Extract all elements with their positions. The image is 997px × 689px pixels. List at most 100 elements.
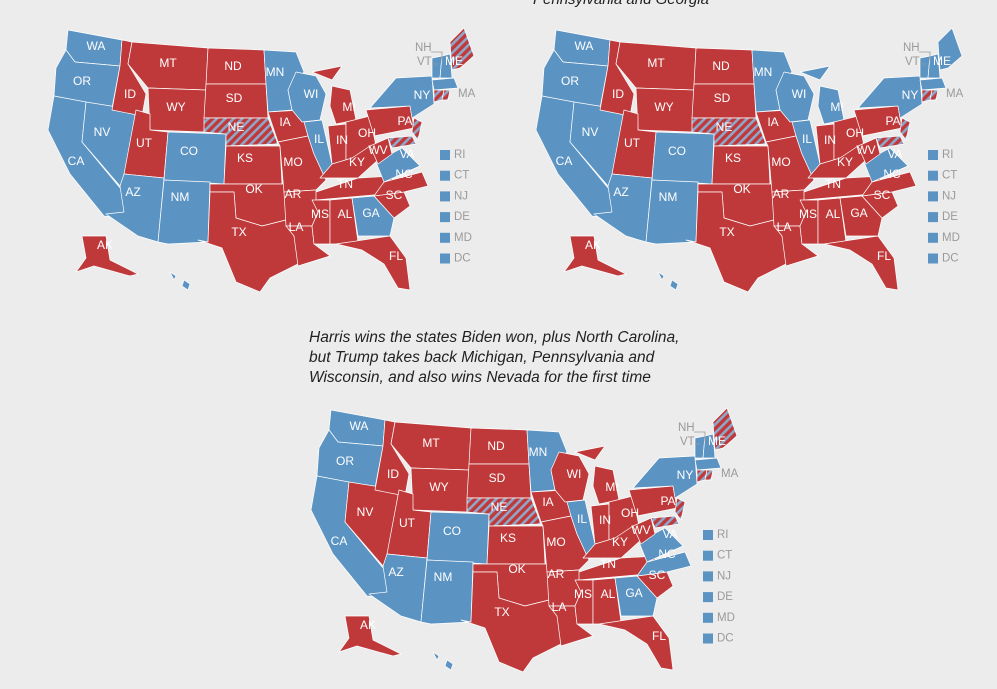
state-label-fl: FL	[652, 629, 666, 643]
state-label-sc: SC	[386, 188, 403, 202]
state-label-ky: KY	[837, 155, 853, 169]
state-label-pa: PA	[885, 114, 900, 128]
state-label-tx: TX	[494, 605, 509, 619]
legend-label-de: DE	[942, 211, 958, 223]
legend-label-md: MD	[454, 232, 472, 244]
state-ma	[694, 457, 722, 471]
state-label-nv: NV	[94, 125, 111, 139]
state-label-ak: AK	[97, 238, 113, 252]
state-label-al: AL	[601, 587, 616, 601]
state-me	[712, 407, 738, 451]
state-label-wy: WY	[166, 100, 185, 114]
state-label-ne: NE	[716, 120, 733, 134]
state-ri	[704, 469, 714, 481]
state-label-in: IN	[599, 513, 611, 527]
state-label-il: IL	[314, 132, 324, 146]
legend-label-de: DE	[454, 211, 470, 223]
caption-line-3: Wisconsin, and also wins Nevada for the …	[309, 369, 651, 386]
state-nc	[636, 551, 692, 577]
state-label-or: OR	[561, 74, 579, 88]
leader-line-nh	[431, 51, 443, 62]
state-label-ms: MS	[799, 207, 817, 221]
state-tx	[685, 191, 791, 293]
state-label-mt: MT	[647, 56, 665, 70]
state-label-mt: MT	[159, 56, 177, 70]
state-label-wy: WY	[429, 480, 448, 494]
state-fl	[823, 235, 899, 291]
state-label-nc: NC	[883, 167, 901, 181]
state-hi	[169, 271, 191, 291]
state-label-ar: AR	[285, 187, 302, 201]
state-tx	[197, 191, 303, 293]
state-me	[937, 27, 963, 71]
legend-swatch-ct	[703, 550, 713, 561]
state-label-mi: MI	[342, 100, 355, 114]
leader-line-nh	[694, 431, 706, 442]
state-label-tn: TN	[825, 177, 841, 191]
state-label-ok: OK	[733, 182, 750, 196]
legend-label-ct: CT	[454, 170, 469, 182]
state-label-ia: IA	[767, 115, 778, 129]
state-label-id: ID	[124, 87, 136, 101]
state-label-me: ME	[708, 434, 726, 448]
state-label-ak: AK	[360, 618, 376, 632]
state-fl	[335, 235, 411, 291]
legend-swatch-md	[703, 612, 713, 623]
state-label-in: IN	[336, 133, 348, 147]
state-label-la: LA	[552, 600, 567, 614]
state-label-wi: WI	[567, 467, 582, 481]
state-label-mo: MO	[283, 155, 302, 169]
legend-label-md: MD	[717, 612, 735, 624]
state-label-va: VA	[399, 147, 414, 161]
state-label-ca: CA	[331, 534, 348, 548]
state-label-ar: AR	[773, 187, 790, 201]
state-fl	[598, 615, 674, 671]
legend-label-ri: RI	[942, 149, 954, 161]
state-label-oh: OH	[621, 506, 639, 520]
state-label-pa: PA	[660, 494, 675, 508]
state-label-az: AZ	[613, 185, 628, 199]
state-label-nm: NM	[434, 570, 453, 584]
state-label-az: AZ	[388, 565, 403, 579]
legend-label-de: DE	[717, 591, 733, 603]
state-label-vt: VT	[417, 56, 432, 68]
state-label-il: IL	[577, 512, 587, 526]
legend-label-md: MD	[942, 232, 960, 244]
state-label-ky: KY	[349, 155, 365, 169]
state-label-me: ME	[445, 54, 463, 68]
state-label-ma: MA	[458, 88, 476, 100]
state-ma	[919, 77, 947, 91]
state-label-vt: VT	[680, 436, 695, 448]
state-label-nc: NC	[658, 547, 676, 561]
state-label-ma: MA	[946, 88, 964, 100]
state-md	[650, 515, 680, 529]
state-me	[449, 27, 475, 71]
caption-line-1: Harris wins the states Biden won, plus N…	[309, 329, 680, 346]
state-label-ga: GA	[362, 206, 379, 220]
state-label-ga: GA	[625, 586, 642, 600]
state-label-la: LA	[289, 220, 304, 234]
state-label-vt: VT	[905, 56, 920, 68]
state-ga	[351, 195, 395, 237]
state-label-ks: KS	[237, 151, 253, 165]
state-label-wi: WI	[792, 87, 807, 101]
state-nj	[674, 497, 686, 521]
state-label-mt: MT	[422, 436, 440, 450]
state-label-fl: FL	[389, 249, 403, 263]
legend-swatch-ri	[440, 150, 450, 160]
state-label-wi: WI	[304, 87, 319, 101]
state-label-ut: UT	[399, 516, 416, 530]
legend-swatch-ct	[928, 170, 938, 181]
legend-label-nj: NJ	[717, 570, 731, 582]
state-label-va: VA	[887, 147, 902, 161]
state-label-nv: NV	[582, 125, 599, 139]
state-ny	[857, 75, 923, 119]
state-label-nc: NC	[395, 167, 413, 181]
state-ny	[369, 75, 435, 119]
top-right-partial-caption: Pennsylvania and Georgia	[533, 0, 709, 8]
state-label-sc: SC	[874, 188, 891, 202]
state-label-or: OR	[336, 454, 354, 468]
state-label-ky: KY	[612, 535, 628, 549]
state-label-oh: OH	[846, 126, 864, 140]
legend-swatch-nj	[440, 191, 450, 202]
